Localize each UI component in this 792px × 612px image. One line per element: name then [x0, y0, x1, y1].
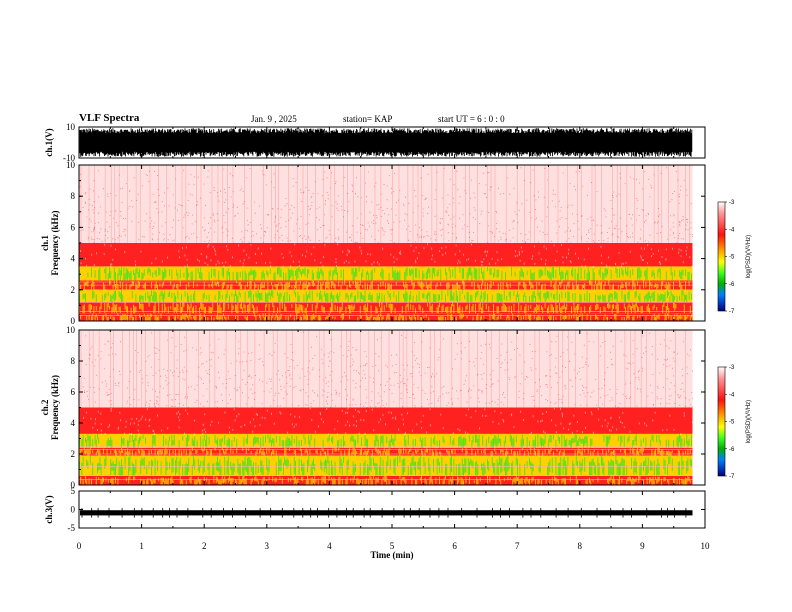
ch2-spec-streaks-5 — [80, 330, 686, 408]
spec1-ytick-label: 6 — [71, 222, 76, 232]
cb2-label: log(PSD)(V²/Hz) — [746, 400, 752, 443]
time-tick-label: 7 — [515, 541, 520, 551]
time-tick-label: 5 — [390, 541, 395, 551]
ch1-waveform-trace — [79, 128, 693, 157]
spec2-ytick-label: 8 — [71, 356, 76, 366]
spec2-ytick-label: 10 — [66, 325, 76, 335]
spec1-ytick-label: 0 — [71, 316, 76, 326]
spec2-ylabel: Frequency (kHz) — [50, 375, 60, 440]
date-label: Jan. 9 , 2025 — [251, 114, 297, 124]
ch3wave-ytick-label: 5 — [71, 486, 76, 496]
chart-title: VLF Spectra — [79, 112, 140, 124]
time-tick-label: 8 — [578, 541, 583, 551]
cb1-tick-label: -4 — [729, 227, 735, 233]
cb2-tick-label: -4 — [729, 392, 735, 398]
spec1-ytick-label: 4 — [71, 254, 76, 264]
ch1wave-ylabel: ch.1(V) — [44, 128, 54, 156]
ch3wave-ylabel: ch.3(V) — [44, 495, 54, 523]
spec2-ytick-label: 2 — [71, 449, 76, 459]
ch3wave-ytick-label: 0 — [71, 505, 76, 515]
cb1-label: log(PSD)(V²/Hz) — [746, 235, 752, 278]
spec1-ytick-label: 8 — [71, 191, 76, 201]
ch1-spec-streaks-6 — [80, 165, 690, 243]
ch1wave-ytick-label: -10 — [63, 153, 75, 163]
spec2-ylabel-channel: ch.2 — [40, 399, 50, 415]
cb1-tick-label: -5 — [729, 255, 735, 261]
ch1-spec-texture-4 — [79, 266, 692, 281]
cb1-tick-label: -7 — [729, 309, 735, 315]
ch1-spec-texture-0 — [80, 313, 694, 321]
time-tick-label: 4 — [327, 541, 332, 551]
cb2-tick-label: -3 — [729, 365, 735, 371]
ch3-waveform-spikes — [81, 508, 687, 518]
ch1-spec-band-0 — [79, 313, 693, 321]
cb1-bar — [717, 201, 726, 312]
ch1-spec-texture-3 — [79, 280, 690, 290]
ch2-spec-texture-1 — [79, 455, 692, 476]
time-tick-label: 2 — [202, 541, 207, 551]
ch1-waveform-panel — [79, 128, 693, 157]
spec2-ytick-label: 4 — [71, 418, 76, 428]
time-tick-label: 1 — [139, 541, 144, 551]
spec1-ylabel: Frequency (kHz) — [50, 210, 60, 275]
ch1-spec-band-6 — [79, 165, 693, 243]
cb1-tick-label: -6 — [729, 282, 735, 288]
cb2-tick-label: -6 — [729, 447, 735, 453]
cb2-tick-label: -5 — [729, 420, 735, 426]
ch2-spec-band-3 — [79, 433, 693, 448]
ch1-spec-band-5 — [79, 243, 693, 267]
ch1-spec-band-1 — [79, 302, 693, 314]
ch2-spectrogram-panel — [79, 330, 694, 485]
ch2-spec-band-5 — [79, 330, 693, 408]
ch2-spec-texture-0 — [80, 475, 691, 485]
station-label: station= KAP — [343, 114, 393, 124]
time-tick-label: 9 — [640, 541, 645, 551]
ch1-spectrogram-panel — [79, 165, 694, 321]
time-axis: 0 1 2 3 4 5 6 7 8 9 10 Time (min) — [77, 541, 710, 560]
time-tick-label: 6 — [452, 541, 457, 551]
start-time-label: start UT = 6 : 0 : 0 — [438, 114, 505, 124]
cb2-bar — [717, 366, 726, 477]
spec2-ytick-label: 0 — [71, 480, 76, 490]
cb1-tick-label: -3 — [729, 200, 735, 206]
spec1-ytick-label: 10 — [66, 160, 76, 170]
ch1-spec-texture-1 — [79, 302, 691, 314]
ch1-spec-texture-2 — [79, 289, 692, 303]
spec1-ylabel-channel: ch.1 — [40, 235, 50, 251]
ch2-spec-texture-2 — [79, 447, 691, 456]
ch1-colorbar: -3 -4 -5 -6 -7 log(PSD)(V²/Hz) — [717, 200, 752, 315]
time-tick-label: 3 — [265, 541, 270, 551]
ch3wave-ytick-label: -5 — [68, 523, 76, 533]
cb2-tick-label: -7 — [729, 474, 735, 480]
ch2-colorbar: -3 -4 -5 -6 -7 log(PSD)(V²/Hz) — [717, 365, 752, 480]
spec1-ytick-label: 2 — [71, 285, 76, 295]
ch2-spec-band-1 — [79, 455, 693, 476]
time-tick-label: 10 — [701, 541, 711, 551]
ch2-spec-texture-3 — [79, 433, 692, 448]
time-axis-label: Time (min) — [370, 550, 413, 560]
ch2-spec-band-4 — [79, 407, 693, 434]
ch3-waveform-trace — [80, 510, 693, 516]
time-tick-label: 0 — [77, 541, 82, 551]
spec2-ytick-label: 6 — [71, 387, 76, 397]
ch1wave-ytick-label: 10 — [66, 122, 76, 132]
ch3-waveform-panel — [80, 508, 693, 518]
